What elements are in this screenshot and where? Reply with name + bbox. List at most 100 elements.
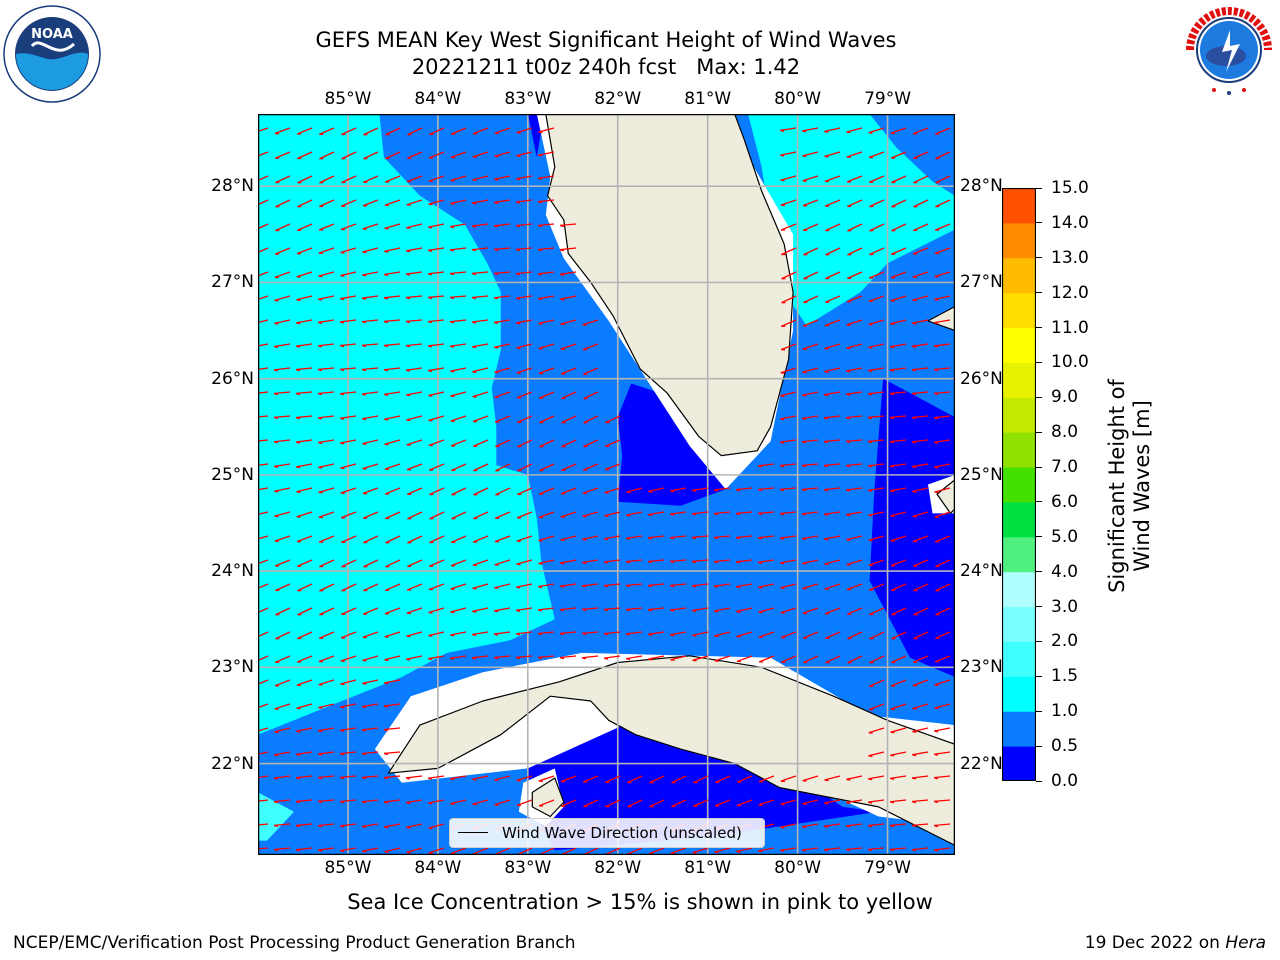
wind-wave-arrow [670, 559, 687, 563]
wind-wave-arrow [758, 535, 775, 539]
wind-wave-arrow [583, 799, 599, 808]
wind-wave-arrow [429, 535, 445, 544]
wind-wave-arrow [736, 535, 753, 539]
wind-wave-arrow [517, 439, 533, 448]
wind-wave-arrow [538, 607, 555, 611]
wind-wave-arrow [258, 439, 269, 442]
wind-wave-arrow [538, 799, 555, 807]
wind-wave-arrow [693, 775, 709, 784]
wind-wave-arrow [780, 775, 797, 782]
wind-wave-arrowhead [384, 418, 389, 421]
wind-wave-arrow [275, 655, 291, 663]
wind-wave-arrowhead [318, 321, 323, 324]
wind-wave-arrow [538, 631, 555, 635]
wind-wave-arrowhead [692, 609, 697, 613]
wind-wave-arrow [472, 343, 489, 348]
wind-wave-arrow [715, 775, 731, 784]
lat-label-right: 27°N [960, 272, 1003, 293]
wind-wave-arrowhead [538, 154, 543, 157]
wind-wave-arrow [340, 319, 357, 323]
wind-wave-arrow [406, 199, 423, 206]
wind-wave-arrow [406, 415, 423, 421]
wind-wave-arrow [890, 151, 907, 159]
colorbar-segment [1002, 188, 1036, 224]
wind-wave-arrow [296, 271, 313, 278]
wind-wave-arrow [384, 775, 401, 779]
colorbar-tick-mark [1036, 501, 1042, 503]
wind-wave-arrowhead [295, 392, 301, 396]
wind-wave-arrow [274, 751, 291, 756]
wind-wave-arrow [296, 679, 313, 686]
wind-wave-arrowhead [406, 826, 411, 829]
wind-wave-arrowhead [273, 777, 279, 780]
wind-wave-arrow [868, 151, 885, 159]
wind-wave-arrowhead [340, 706, 345, 709]
wind-wave-arrowhead [494, 201, 499, 205]
colorbar-tick-mark [1036, 780, 1042, 782]
wind-wave-arrow [890, 751, 907, 756]
wind-wave-arrow [890, 487, 907, 492]
wind-wave-arrow [538, 511, 555, 519]
colorbar-tick-label: 0.5 [1051, 736, 1079, 757]
wind-wave-arrowhead [274, 754, 279, 757]
wind-wave-arrow [406, 367, 423, 371]
wind-wave-arrow [517, 487, 533, 496]
wind-wave-arrow [626, 655, 643, 660]
wind-wave-arrowhead [296, 491, 301, 494]
wind-wave-arrow [258, 775, 269, 779]
wind-wave-arrow [494, 775, 511, 781]
wind-wave-arrowhead [757, 465, 763, 468]
wind-wave-arrowhead [625, 633, 631, 636]
wind-wave-arrow [385, 511, 401, 520]
wind-wave-arrow [758, 607, 775, 613]
colorbar-segment [1002, 501, 1036, 538]
wind-wave-arrow [934, 415, 951, 419]
wind-wave-arrowhead [846, 538, 851, 541]
wind-wave-arrowhead [868, 346, 873, 349]
wind-wave-arrowhead [449, 657, 455, 660]
wind-wave-arrowhead [340, 850, 345, 853]
wind-wave-arrow [296, 319, 313, 324]
lon-label-bottom: 81°W [684, 858, 732, 878]
wind-wave-arrow [934, 727, 951, 732]
wind-wave-arrow [275, 607, 291, 616]
wind-wave-arrowhead [296, 299, 301, 302]
wind-wave-arrowhead [406, 394, 411, 397]
wind-wave-arrow [561, 415, 577, 424]
wind-wave-arrow [494, 271, 511, 275]
wind-wave-arrowhead [934, 466, 939, 469]
colorbar-segment [1002, 746, 1036, 781]
wind-wave-arrow [296, 391, 313, 395]
wind-wave-arrow [340, 751, 357, 755]
wind-wave-arrow [780, 559, 797, 564]
wind-wave-arrow [560, 511, 577, 518]
wind-wave-arrow [583, 847, 599, 855]
colorbar-tick-mark [1036, 571, 1042, 573]
wind-wave-arrow [318, 775, 335, 779]
wind-wave-arrowhead [362, 442, 367, 445]
wind-wave-arrow [429, 487, 445, 496]
wind-wave-arrow [670, 535, 687, 539]
wind-wave-arrow [758, 655, 775, 663]
wind-wave-arrowhead [428, 658, 433, 661]
wind-wave-arrowhead [845, 489, 851, 492]
wind-wave-arrowhead [890, 777, 895, 780]
wind-wave-arrow [428, 439, 445, 446]
wind-wave-arrow [451, 463, 467, 472]
wind-wave-arrow [560, 559, 577, 564]
wind-wave-arrowhead [604, 538, 609, 541]
wind-wave-arrow [258, 415, 269, 418]
wind-wave-arrow [604, 559, 621, 563]
wind-wave-arrow [450, 319, 467, 323]
colorbar-segment [1002, 292, 1036, 329]
wind-wave-arrow [258, 583, 269, 589]
wind-wave-arrow [803, 223, 819, 231]
colorbar-tick-mark [1036, 710, 1042, 712]
wind-wave-arrow [495, 847, 511, 855]
wind-wave-arrow [450, 415, 467, 422]
wind-wave-arrowhead [427, 273, 433, 276]
colorbar-tick-mark [1036, 536, 1042, 538]
wind-wave-arrowhead [516, 347, 521, 350]
wind-wave-arrow [472, 271, 489, 275]
colorbar-segment [1002, 536, 1036, 573]
